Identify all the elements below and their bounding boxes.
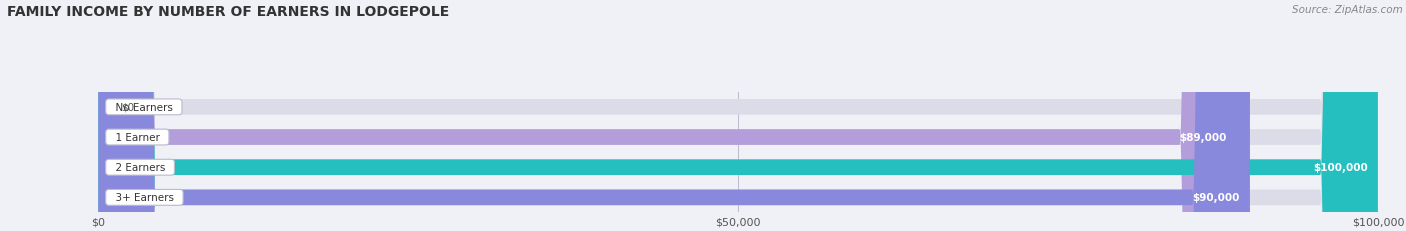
FancyBboxPatch shape (98, 0, 1250, 231)
FancyBboxPatch shape (98, 0, 1378, 231)
Text: $100,000: $100,000 (1313, 162, 1368, 173)
Text: $89,000: $89,000 (1180, 132, 1227, 143)
Text: 2 Earners: 2 Earners (108, 162, 172, 173)
Text: $90,000: $90,000 (1192, 192, 1240, 203)
FancyBboxPatch shape (98, 0, 1378, 231)
Text: No Earners: No Earners (108, 102, 179, 112)
Text: 3+ Earners: 3+ Earners (108, 192, 180, 203)
Text: FAMILY INCOME BY NUMBER OF EARNERS IN LODGEPOLE: FAMILY INCOME BY NUMBER OF EARNERS IN LO… (7, 5, 450, 18)
FancyBboxPatch shape (98, 0, 1378, 231)
Text: 1 Earner: 1 Earner (108, 132, 166, 143)
FancyBboxPatch shape (98, 0, 1237, 231)
FancyBboxPatch shape (98, 0, 1378, 231)
Text: $0: $0 (121, 102, 135, 112)
Text: Source: ZipAtlas.com: Source: ZipAtlas.com (1292, 5, 1403, 15)
FancyBboxPatch shape (98, 0, 1378, 231)
